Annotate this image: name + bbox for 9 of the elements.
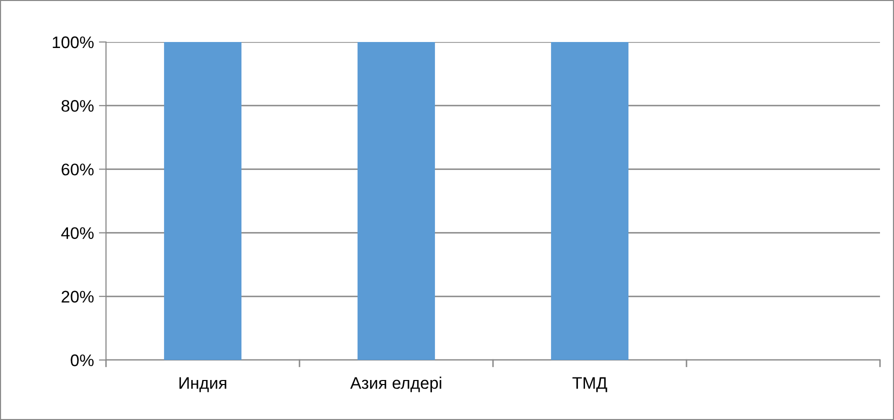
y-tick-label: 100% (52, 36, 94, 48)
y-tick-label: 20% (62, 290, 94, 303)
y-tick-label: 60% (62, 164, 94, 176)
y-tick-label: 80% (62, 100, 94, 112)
y-tick-label: 40% (61, 227, 94, 240)
x-tick-label: Азия елдері (350, 376, 442, 392)
x-tick-label: Индия (179, 377, 226, 392)
x-tick-label: ТМД (572, 377, 608, 392)
y-tick-label: 0% (70, 354, 94, 366)
